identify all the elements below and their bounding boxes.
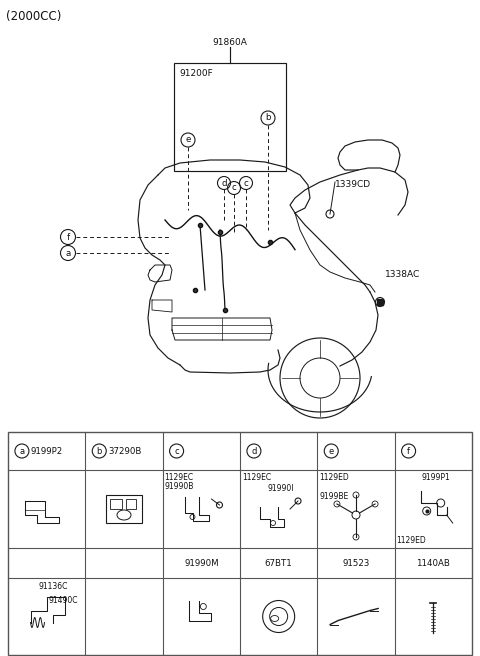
Bar xyxy=(110,499,122,509)
Bar xyxy=(106,495,142,523)
Bar xyxy=(126,499,136,509)
Text: 1129ED: 1129ED xyxy=(319,473,349,482)
Text: d: d xyxy=(251,447,257,455)
Text: f: f xyxy=(66,232,70,241)
Text: 91990M: 91990M xyxy=(184,558,219,567)
Text: 9199P2: 9199P2 xyxy=(31,447,63,455)
Text: a: a xyxy=(65,249,71,258)
Text: e: e xyxy=(185,136,191,144)
Bar xyxy=(8,432,472,655)
Text: 91990I: 91990I xyxy=(267,484,294,493)
Text: 91490C: 91490C xyxy=(48,596,78,605)
Text: 67BT1: 67BT1 xyxy=(265,558,292,567)
Text: 9199BE: 9199BE xyxy=(319,492,348,501)
Text: a: a xyxy=(19,447,24,455)
Text: 9199P1: 9199P1 xyxy=(422,473,451,482)
Text: d: d xyxy=(221,178,227,188)
Text: c: c xyxy=(232,184,236,192)
Text: 1129EC: 1129EC xyxy=(242,473,271,482)
Text: c: c xyxy=(174,447,179,455)
Text: f: f xyxy=(407,447,410,455)
Bar xyxy=(174,63,286,171)
Text: 37290B: 37290B xyxy=(108,447,142,455)
Text: b: b xyxy=(265,113,271,123)
Text: e: e xyxy=(329,447,334,455)
Text: 91136C: 91136C xyxy=(38,582,68,591)
Text: 91200F: 91200F xyxy=(179,69,213,78)
Text: 1129EC: 1129EC xyxy=(165,473,194,482)
Text: 1339CD: 1339CD xyxy=(335,180,371,189)
Text: b: b xyxy=(96,447,102,455)
Text: 91523: 91523 xyxy=(342,558,370,567)
Text: c: c xyxy=(244,178,248,188)
Text: 1140AB: 1140AB xyxy=(416,558,450,567)
Text: (2000CC): (2000CC) xyxy=(6,10,61,23)
Text: 91860A: 91860A xyxy=(213,38,247,47)
Text: 1129ED: 1129ED xyxy=(396,536,426,545)
Text: 1338AC: 1338AC xyxy=(385,270,420,279)
Text: 91990B: 91990B xyxy=(165,482,194,491)
